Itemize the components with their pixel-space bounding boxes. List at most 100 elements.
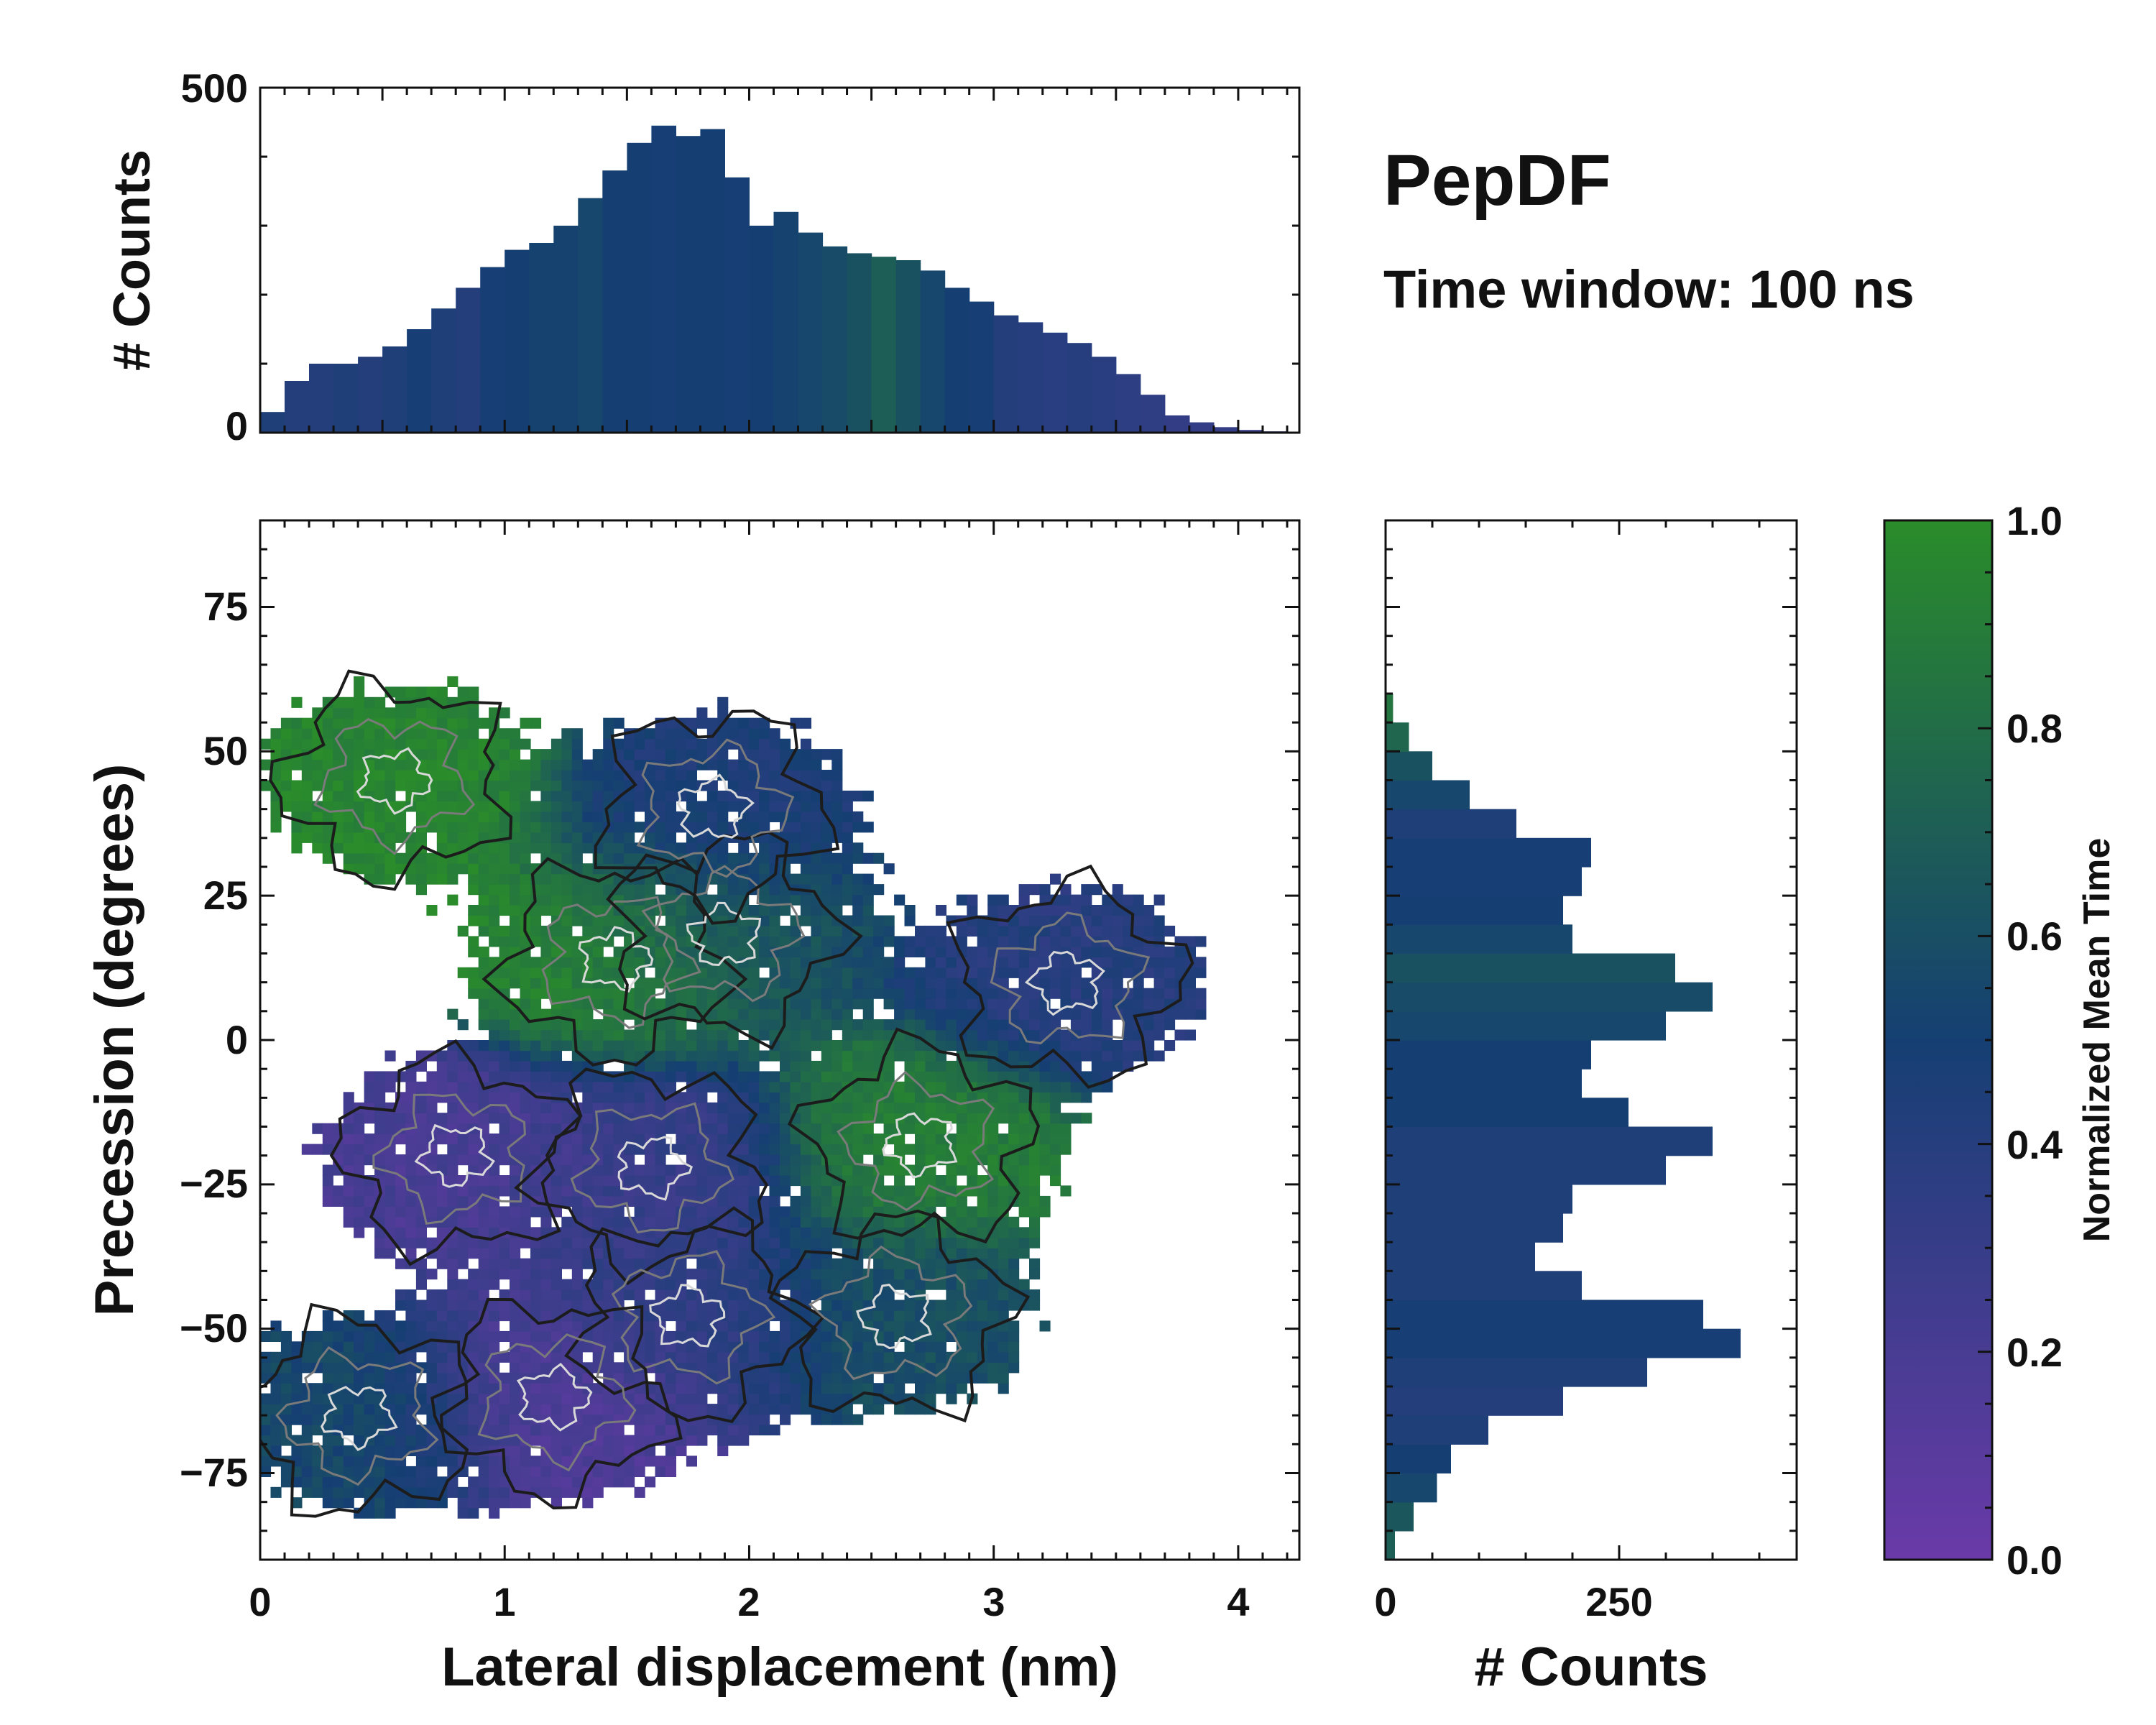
heatmap-cell	[634, 1029, 645, 1041]
heatmap-cell	[894, 1144, 906, 1155]
heatmap-cell	[987, 1289, 999, 1301]
heatmap-cell	[499, 759, 510, 770]
heatmap-cell	[571, 1279, 583, 1290]
heatmap-cell	[415, 1113, 427, 1124]
heatmap-cell	[904, 1372, 916, 1384]
heatmap-cell	[561, 822, 573, 833]
heatmap-cell	[987, 1133, 999, 1145]
heatmap-cell	[915, 1404, 926, 1415]
heatmap-cell	[510, 978, 521, 989]
heatmap-cell	[915, 1113, 926, 1124]
heatmap-cell	[1029, 1175, 1041, 1187]
heatmap-cell	[415, 1466, 427, 1477]
heatmap-cell	[468, 1237, 479, 1248]
heatmap-cell	[956, 1164, 967, 1176]
heatmap-cell	[354, 1341, 365, 1353]
heatmap-cell	[862, 1029, 874, 1041]
heatmap-cell	[967, 1206, 978, 1218]
heatmap-cell	[603, 791, 614, 802]
heatmap-cell	[468, 1144, 479, 1155]
heatmap-cell	[395, 1425, 407, 1436]
heatmap-cell	[769, 1164, 780, 1176]
heatmap-cell	[312, 1466, 323, 1477]
heatmap-cell	[415, 1310, 427, 1322]
heatmap-cell	[447, 1248, 459, 1259]
heatmap-cell	[624, 1289, 635, 1301]
heatmap-cell	[571, 1133, 583, 1145]
top-histogram-bar	[627, 142, 652, 433]
heatmap-cell	[301, 1455, 313, 1467]
heatmap-cell	[561, 1113, 573, 1124]
heatmap-cell	[998, 957, 1009, 968]
top-histogram-bar	[749, 226, 775, 433]
heatmap-cell	[821, 1341, 832, 1353]
heatmap-cell	[592, 1476, 604, 1488]
heatmap-cell	[333, 1476, 344, 1488]
top-histogram-frame	[259, 86, 1301, 434]
heatmap-cell	[540, 1289, 552, 1301]
heatmap-cell	[457, 1123, 469, 1134]
heatmap-cell	[550, 1341, 562, 1353]
heatmap-cell	[405, 1372, 417, 1384]
heatmap-cell	[1008, 1216, 1020, 1228]
heatmap-cell	[676, 925, 687, 937]
heatmap-cell	[405, 1289, 417, 1301]
heatmap-cell	[811, 801, 822, 812]
heatmap-cell	[343, 780, 354, 791]
heatmap-cell	[852, 978, 864, 989]
heatmap-cell	[1070, 1008, 1082, 1020]
heatmap-cell	[1008, 1258, 1020, 1269]
heatmap-cell	[852, 1060, 864, 1072]
heatmap-cell	[873, 852, 885, 864]
heatmap-cell	[374, 1351, 386, 1363]
heatmap-cell	[759, 1279, 770, 1290]
heatmap-cell	[415, 728, 427, 740]
heatmap-cell	[883, 1310, 895, 1322]
heatmap-cell	[520, 717, 531, 729]
heatmap-cell	[603, 852, 614, 864]
heatmap-cell	[1081, 894, 1092, 906]
heatmap-cell	[655, 1362, 666, 1374]
heatmap-cell	[447, 1123, 459, 1134]
heatmap-cell	[977, 1269, 988, 1280]
heatmap-cell	[384, 1071, 396, 1082]
heatmap-cell	[987, 894, 999, 906]
heatmap-cell	[1143, 946, 1155, 957]
heatmap-cell	[842, 1404, 853, 1415]
heatmap-cell	[1195, 957, 1207, 968]
heatmap-cell	[1081, 978, 1092, 989]
heatmap-cell	[343, 1486, 354, 1498]
heatmap-cell	[925, 1351, 936, 1363]
heatmap-cell	[915, 1133, 926, 1145]
heatmap-cell	[634, 1175, 645, 1187]
heatmap-cell	[520, 1383, 531, 1394]
heatmap-cell	[436, 1227, 448, 1238]
heatmap-cell	[946, 957, 957, 968]
heatmap-cell	[1029, 1269, 1041, 1280]
top-histogram-bar	[724, 177, 750, 433]
heatmap-cell	[530, 832, 542, 843]
heatmap-cell	[894, 1330, 906, 1342]
heatmap-cell	[676, 1019, 687, 1031]
heatmap-cell	[291, 1383, 303, 1394]
heatmap-cell	[468, 1175, 479, 1187]
heatmap-cell	[852, 822, 864, 833]
heatmap-cell	[457, 1092, 469, 1103]
heatmap-cell	[333, 780, 344, 791]
heatmap-cell	[1133, 915, 1144, 926]
main-ytick-label: 25	[203, 873, 248, 918]
heatmap-cell	[510, 1175, 521, 1187]
heatmap-cell	[800, 1237, 811, 1248]
heatmap-cell	[291, 832, 303, 843]
contour-line	[564, 1206, 826, 1424]
heatmap-cell	[478, 1206, 489, 1218]
heatmap-cell	[603, 1466, 614, 1477]
heatmap-cell	[655, 1019, 666, 1031]
heatmap-cell	[520, 770, 531, 781]
heatmap-cell	[800, 811, 811, 822]
heatmap-cell	[769, 894, 780, 906]
heatmap-cell	[1029, 1029, 1041, 1041]
heatmap-cell	[831, 1362, 843, 1374]
heatmap-cell	[873, 1341, 885, 1353]
heatmap-cell	[550, 1351, 562, 1363]
